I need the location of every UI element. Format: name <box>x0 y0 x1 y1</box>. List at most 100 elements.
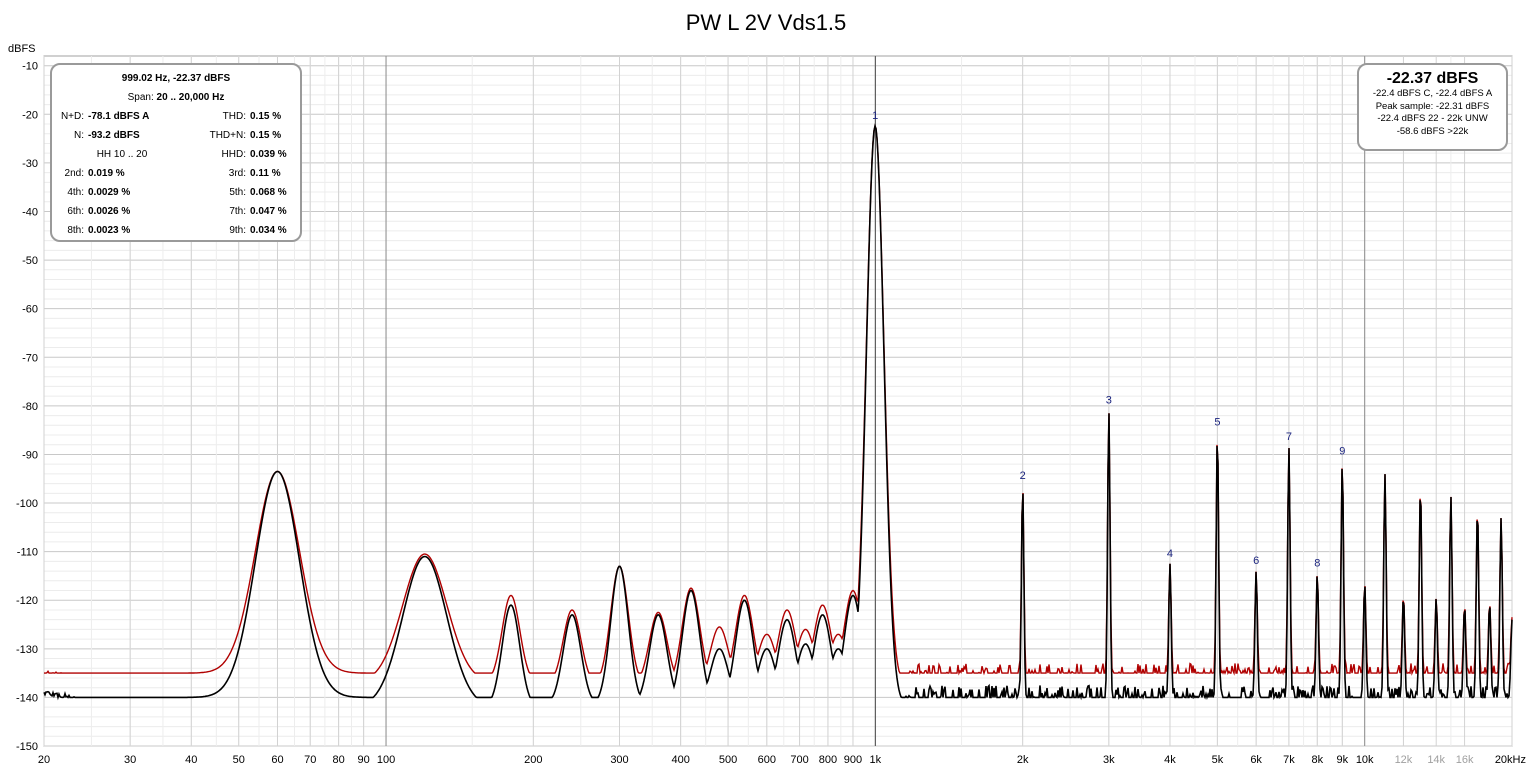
metric-value: 0.15 % <box>250 111 282 122</box>
harmonic-label: 2 <box>1020 470 1026 482</box>
x-tick-label: 500 <box>719 754 737 766</box>
axes: -10 -20 -30 -40 -50 -60 -70 -80 -90 -100 -110 -120 -… <box>8 43 1526 766</box>
series-layer <box>43 123 1513 701</box>
metric-value: 0.0023 % <box>88 225 131 236</box>
x-tick-label: 9k <box>1336 754 1348 766</box>
level-line: -22.4 dBFS C, -22.4 dBFS A <box>1372 88 1493 99</box>
metric-label: 5th: <box>229 187 246 198</box>
level-line: Peak sample: -22.31 dBFS <box>1375 100 1490 112</box>
harmonic-label: 7 <box>1286 431 1292 443</box>
x-tick-label: 3k <box>1103 754 1115 766</box>
y-tick-label: -40 <box>22 206 38 218</box>
metric-row: 8th: 0.0023 % 9th: 0.034 % <box>52 221 300 240</box>
x-tick-label: 6k <box>1250 754 1262 766</box>
x-tick-label: 20 <box>38 754 50 766</box>
x-tick-label: 70 <box>304 754 316 766</box>
x-tick-label: 80 <box>332 754 344 766</box>
level-main: -22.37 dBFS <box>1386 70 1479 87</box>
chart-title: PW L 2V Vds1.5 <box>685 10 847 35</box>
metric-label: 9th: <box>229 225 246 236</box>
x-tick-label: 8k <box>1311 754 1323 766</box>
metric-value: 0.0029 % <box>88 187 131 198</box>
metric-row: 4th: 0.0029 % 5th: 0.068 % <box>52 183 300 202</box>
x-tick-label: 300 <box>610 754 628 766</box>
x-tick-label: 60 <box>271 754 283 766</box>
y-tick-label: -100 <box>16 498 38 510</box>
harmonic-labels: 1 2 3 4 5 6 7 8 9 <box>872 110 1345 570</box>
y-tick-label: -110 <box>17 547 38 559</box>
metric-label: 2nd: <box>64 168 84 179</box>
series-line <box>43 123 1513 701</box>
metric-label: HH 10 .. 20 <box>96 149 148 160</box>
x-tick-label: 30 <box>124 754 136 766</box>
y-tick-label: -150 <box>16 741 38 753</box>
span-row: Span: 20 .. 20,000 Hz <box>52 88 300 107</box>
y-tick-label: -70 <box>22 352 38 364</box>
metric-label: 7th: <box>229 206 246 217</box>
level-info-panel: -22.37 dBFS -22.4 dBFS C, -22.4 dBFS A P… <box>1357 63 1508 151</box>
metric-label: 4th: <box>67 187 84 198</box>
metric-value: 0.039 % <box>250 149 287 160</box>
x-tick-label: 4k <box>1164 754 1176 766</box>
y-tick-label: -120 <box>16 595 38 607</box>
x-tick-label: 900 <box>844 754 862 766</box>
metric-value: 0.11 % <box>250 168 281 179</box>
x-tick-label: 1k <box>870 754 882 766</box>
metric-row: HH 10 .. 20 HHD: 0.039 % <box>52 145 300 164</box>
x-tick-label: 14k <box>1427 754 1445 766</box>
metric-label: HHD: <box>221 149 246 160</box>
x-tick-label: 50 <box>233 754 245 766</box>
level-line: -58.6 dBFS >22k <box>1396 125 1469 137</box>
metric-row: N: -93.2 dBFS THD+N: 0.15 % <box>52 126 300 145</box>
x-tick-label: 12k <box>1395 754 1413 766</box>
metric-label: 3rd: <box>228 168 246 179</box>
x-tick-label: 20kHz <box>1495 754 1526 766</box>
harmonic-label: 5 <box>1214 417 1220 429</box>
x-tick-label: 100 <box>377 754 395 766</box>
x-tick-label: 7k <box>1283 754 1295 766</box>
measurement-info-panel: 999.02 Hz, -22.37 dBFS Span: 20 .. 20,00… <box>50 63 302 242</box>
span-label: Span: <box>127 92 154 103</box>
metric-value: 0.15 % <box>250 130 282 141</box>
y-tick-label: -130 <box>16 644 38 656</box>
metric-row: 6th: 0.0026 % 7th: 0.047 % <box>52 202 300 221</box>
x-tick-label: 800 <box>819 754 837 766</box>
metric-label: 6th: <box>67 206 84 217</box>
y-tick-label: -10 <box>22 61 38 73</box>
metric-value: 0.068 % <box>250 187 287 198</box>
x-tick-label: 600 <box>758 754 776 766</box>
metric-value: -78.1 dBFS A <box>88 111 150 122</box>
metric-value: 0.034 % <box>250 225 287 236</box>
metric-row: 2nd: 0.019 % 3rd: 0.11 % <box>52 164 300 183</box>
harmonic-label: 8 <box>1314 558 1320 570</box>
metric-label: N+D: <box>60 111 84 122</box>
metric-value: 0.047 % <box>250 206 287 217</box>
x-tick-label: 10k <box>1356 754 1374 766</box>
harmonic-label: 6 <box>1253 555 1259 567</box>
y-tick-label: -140 <box>16 692 38 704</box>
harmonic-label: 4 <box>1167 548 1173 560</box>
y-tick-label: -90 <box>22 449 38 461</box>
metric-label: 8th: <box>67 225 84 236</box>
metric-value: -93.2 dBFS <box>88 130 140 141</box>
x-tick-label: 2k <box>1017 754 1029 766</box>
y-tick-label: -50 <box>22 255 38 267</box>
y-tick-label: -80 <box>22 401 38 413</box>
y-tick-label: -20 <box>22 109 38 121</box>
x-tick-label: 40 <box>185 754 197 766</box>
harmonic-label: 3 <box>1106 395 1112 407</box>
metric-label: THD: <box>222 111 246 122</box>
metric-value: 0.019 % <box>88 168 125 179</box>
x-tick-label: 400 <box>671 754 689 766</box>
harmonic-label: 1 <box>872 110 878 122</box>
span-value: 20 .. 20,000 Hz <box>156 92 225 103</box>
x-tick-label: 200 <box>524 754 542 766</box>
y-axis-label: dBFS <box>8 43 36 55</box>
cursor-readout: 999.02 Hz, -22.37 dBFS <box>121 73 231 84</box>
metric-label: N: <box>74 130 84 141</box>
metric-value: 0.0026 % <box>88 206 131 217</box>
metric-label: THD+N: <box>209 130 246 141</box>
x-tick-label: 700 <box>790 754 808 766</box>
harmonic-label: 9 <box>1339 446 1345 458</box>
y-tick-label: -60 <box>22 304 38 316</box>
